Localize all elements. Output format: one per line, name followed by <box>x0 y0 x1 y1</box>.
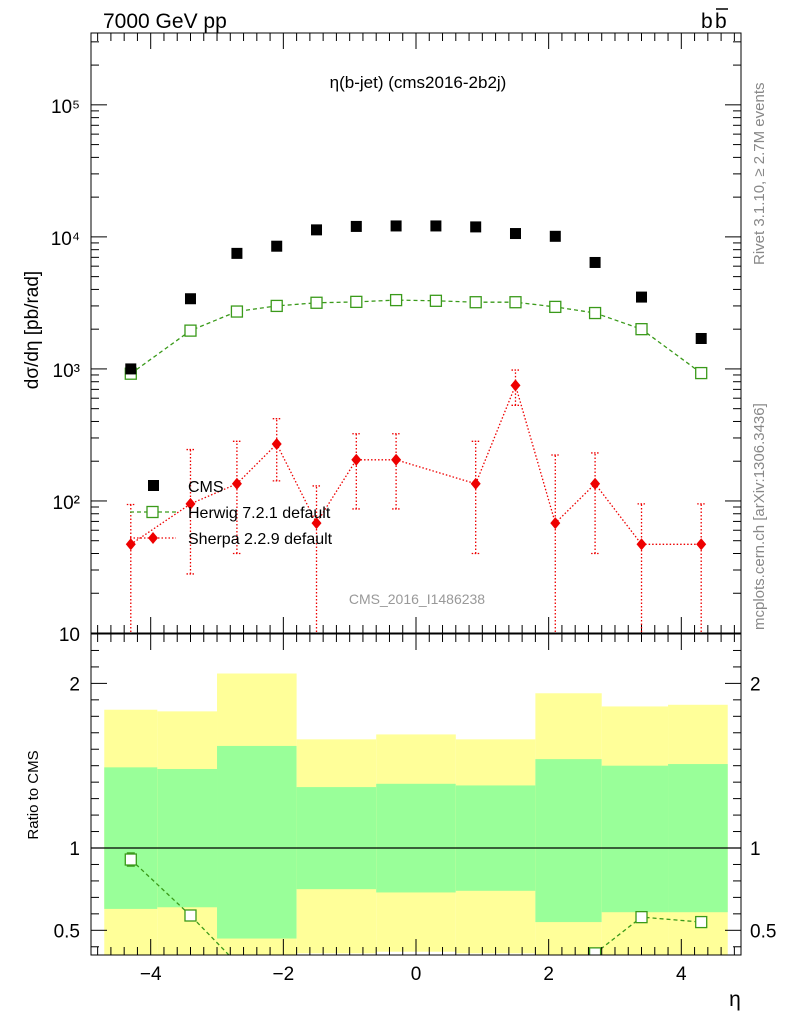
sherpa-point <box>311 517 322 530</box>
sherpa-point <box>470 477 481 490</box>
main-y-tick-label: 10⁴ <box>51 229 80 250</box>
analysis-watermark: CMS_2016_I1486238 <box>349 591 485 607</box>
header-process-b: b <box>701 10 713 33</box>
ratio-band-inner <box>217 745 297 939</box>
herwig-point <box>310 296 323 309</box>
ratio-herwig-point <box>588 947 602 955</box>
x-tick-label: −4 <box>140 964 162 985</box>
ratio-y-tick-label-right: 2 <box>750 674 761 695</box>
main-frame <box>90 32 742 634</box>
x-tick-label: −2 <box>273 964 295 985</box>
herwig-point <box>635 323 648 336</box>
ratio-ticks: 0.5 0.5 1 1 2 2 −4 −2 0 2 4 <box>54 634 776 985</box>
herwig-point <box>389 293 403 307</box>
sherpa-point <box>271 438 282 451</box>
sherpa-point <box>185 497 196 510</box>
cms-point <box>390 220 402 232</box>
herwig-point <box>270 299 283 313</box>
sherpa-point <box>590 477 601 490</box>
sherpa-point <box>125 538 136 551</box>
legend-marker-cms <box>148 480 159 491</box>
ratio-band-inner <box>376 783 456 893</box>
cms-point <box>695 332 707 344</box>
plot-title: η(b-jet) (cms2016-2b2j) <box>330 73 507 92</box>
herwig-point <box>469 296 482 309</box>
ratio-series-layer <box>124 852 708 969</box>
herwig-point <box>588 306 602 320</box>
header-energy-label: 7000 GeV pp <box>103 10 227 33</box>
legend-marker-sherpa <box>148 532 158 544</box>
header-process-bbar: b <box>715 10 727 33</box>
ratio-band-inner <box>157 768 218 908</box>
herwig-point <box>184 324 197 337</box>
x-tick-label: 4 <box>676 964 687 985</box>
cms-point <box>271 240 283 252</box>
ratio-herwig-point <box>695 915 708 929</box>
cms-point <box>350 220 362 232</box>
ratio-y-tick-label-right: 0.5 <box>750 921 776 942</box>
cms-point <box>509 228 521 240</box>
ratio-band-inner <box>535 759 602 923</box>
herwig-point <box>509 296 522 309</box>
ratio-herwig-point <box>124 853 137 866</box>
ratio-bands-layer <box>91 673 741 955</box>
sherpa-point <box>351 453 362 466</box>
sherpa-point <box>391 453 402 466</box>
ratio-band-inner <box>668 764 728 913</box>
ratio-band-inner <box>455 785 536 891</box>
legend: CMS Herwig 7.2.1 default Sherpa 2.2.9 de… <box>130 479 333 548</box>
main-y-ticks: 10 10² 10³ 10⁴ 10⁵ <box>51 33 741 646</box>
ratio-herwig-line <box>130 859 230 955</box>
cms-point <box>549 230 561 242</box>
herwig-point <box>350 295 363 309</box>
legend-marker-herwig <box>146 505 159 519</box>
ratio-herwig-point <box>231 958 242 969</box>
ratio-band-inner <box>601 765 669 913</box>
main-y-tick-label: 10³ <box>53 361 80 382</box>
cms-point <box>231 247 243 259</box>
rivet-version-label: Rivet 3.1.10, ≥ 2.7M events <box>751 83 768 266</box>
ratio-y-tick-label-right: 1 <box>750 839 761 860</box>
ratio-band-inner <box>296 787 377 890</box>
legend-label-herwig: Herwig 7.2.1 default <box>188 505 331 522</box>
ratio-herwig-point <box>184 909 197 922</box>
mcplots-label: mcplots.cern.ch [arXiv:1306.3436] <box>751 403 768 630</box>
main-y-tick-label: 10⁵ <box>51 97 80 118</box>
sherpa-point <box>510 379 521 392</box>
herwig-point <box>549 300 562 314</box>
herwig-point <box>695 366 708 380</box>
legend-label-cms: CMS <box>188 479 224 496</box>
ratio-herwig-point <box>635 910 648 924</box>
x-axis-label: η <box>729 988 741 1011</box>
cms-point <box>589 256 601 268</box>
cms-point <box>430 220 442 232</box>
sherpa-point <box>231 477 242 490</box>
cms-point <box>311 224 323 236</box>
cms-point <box>184 293 196 305</box>
y-axis-label: dσ/dη [pb/rad] <box>22 271 43 389</box>
x-tick-label: 0 <box>411 964 422 985</box>
herwig-point <box>429 294 443 307</box>
x-tick-label: 2 <box>543 964 554 985</box>
ratio-y-tick-label: 1 <box>69 839 80 860</box>
sherpa-point <box>636 538 647 551</box>
main-series-layer <box>124 220 708 633</box>
legend-label-sherpa: Sherpa 2.2.9 default <box>188 531 333 548</box>
herwig-point <box>230 305 244 318</box>
cms-point <box>125 363 137 375</box>
header-process-label: b b <box>701 8 728 33</box>
main-y-tick-label: 10² <box>53 493 80 514</box>
ratio-band-inner <box>104 767 158 909</box>
cms-point <box>636 291 648 303</box>
herwig-line <box>130 299 702 375</box>
sherpa-point <box>550 517 561 530</box>
cms-point <box>470 221 482 233</box>
main-y-tick-label: 10 <box>59 625 80 646</box>
ratio-y-axis-label: Ratio to CMS <box>25 750 42 839</box>
ratio-frame <box>90 633 742 956</box>
ratio-y-tick-label: 0.5 <box>54 921 80 942</box>
sherpa-point <box>696 538 707 551</box>
ratio-y-tick-label: 2 <box>69 674 80 695</box>
